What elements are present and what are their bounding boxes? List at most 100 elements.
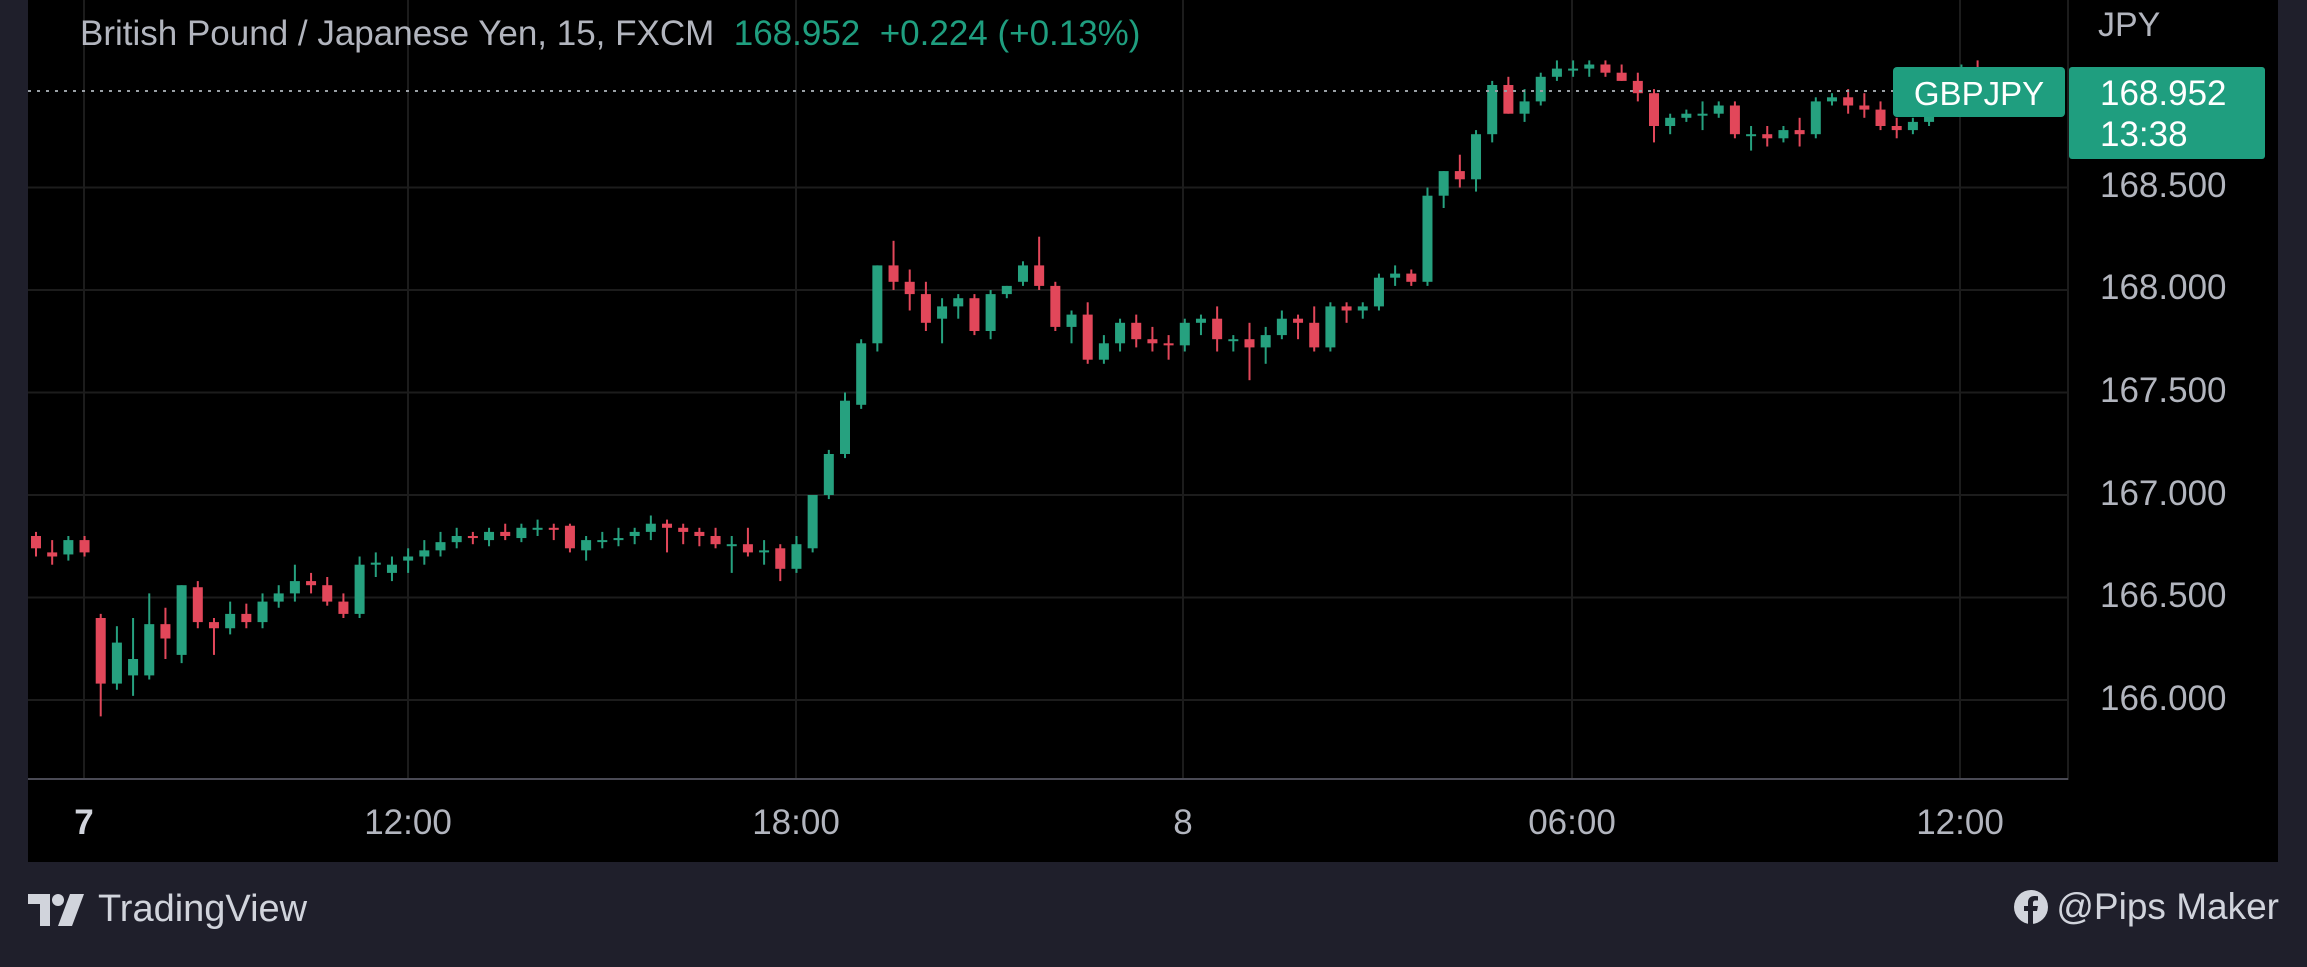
- candle-body: [1406, 273, 1417, 282]
- candle-body: [629, 531, 640, 536]
- credit: @Pips Maker: [2014, 886, 2279, 928]
- candle: [564, 523, 575, 553]
- candle-body: [678, 527, 689, 532]
- candle: [1034, 236, 1045, 290]
- candle: [484, 527, 495, 547]
- price-tick: 166.500: [2100, 576, 2227, 615]
- candle: [904, 269, 915, 311]
- candle: [144, 593, 155, 680]
- candle-body: [467, 536, 478, 539]
- candle: [1762, 126, 1773, 147]
- candle-body: [1616, 72, 1627, 81]
- candle: [111, 626, 122, 690]
- candle: [1438, 171, 1449, 208]
- candle-body: [225, 613, 236, 629]
- candle: [386, 556, 397, 582]
- candle: [1519, 89, 1530, 122]
- candle-body: [192, 587, 203, 623]
- candle-body: [1762, 134, 1773, 139]
- candle: [807, 495, 818, 553]
- candle-body: [1244, 339, 1255, 348]
- candle: [840, 392, 850, 459]
- candle: [1778, 126, 1789, 143]
- time-axis[interactable]: 7 12:00 18:00 8 06:00 12:00: [74, 803, 2004, 842]
- candle: [759, 540, 770, 565]
- candle: [1341, 302, 1352, 323]
- candle: [920, 281, 931, 331]
- candle-body: [1584, 64, 1595, 69]
- candlestick-chart[interactable]: JPY 168.500 168.000 167.500 167.000 166.…: [28, 0, 2278, 862]
- candle-body: [1826, 97, 1837, 102]
- candle: [1017, 261, 1028, 286]
- candle-body: [840, 400, 850, 454]
- candle: [1681, 109, 1692, 122]
- candle: [1115, 318, 1126, 352]
- candle-body: [645, 523, 656, 532]
- candle-body: [1212, 318, 1223, 340]
- candle-body: [144, 624, 155, 676]
- candle-body: [1309, 322, 1320, 348]
- candle: [370, 552, 381, 577]
- candle: [160, 607, 171, 659]
- chart-frame: JPY 168.500 168.000 167.500 167.000 166.…: [28, 0, 2278, 862]
- candle: [1325, 302, 1336, 352]
- candle-body: [386, 564, 397, 573]
- candle-body: [888, 265, 899, 282]
- candle: [79, 536, 90, 557]
- price-tick: 167.500: [2100, 371, 2227, 410]
- candle-body: [1649, 93, 1659, 126]
- candle: [678, 523, 689, 545]
- candle: [1471, 130, 1482, 192]
- candle: [645, 515, 656, 541]
- candle: [1422, 187, 1433, 286]
- candle: [1050, 281, 1061, 331]
- candle: [1600, 60, 1611, 77]
- candle: [1907, 117, 1918, 135]
- candle-body: [1131, 322, 1142, 340]
- candle-body: [63, 540, 74, 555]
- price-badge-bg: [2069, 67, 2265, 159]
- candle: [694, 527, 705, 547]
- candle-body: [1438, 171, 1449, 196]
- symbol-tag[interactable]: GBPJPY: [1893, 67, 2065, 117]
- price-tick: 168.000: [2100, 268, 2227, 307]
- candle: [467, 531, 478, 545]
- symbol-legend[interactable]: British Pound / Japanese Yen, 15, FXCM 1…: [80, 14, 1140, 54]
- candle-body: [1260, 335, 1271, 348]
- candle-body: [128, 659, 139, 676]
- candle-body: [1794, 130, 1805, 135]
- candle: [1390, 265, 1401, 286]
- candle: [1212, 306, 1223, 352]
- candle-body: [920, 294, 931, 323]
- tradingview-brand[interactable]: TradingView: [28, 888, 307, 931]
- candle: [791, 536, 802, 573]
- candle-body: [370, 562, 381, 565]
- candle-body: [1697, 113, 1708, 116]
- candle-body: [1050, 285, 1061, 327]
- candle-body: [31, 536, 41, 549]
- candle-body: [564, 525, 575, 549]
- candle-body: [1163, 343, 1174, 346]
- price-axis[interactable]: 168.500 168.000 167.500 167.000 166.500 …: [2100, 166, 2227, 718]
- candle: [1066, 310, 1077, 344]
- candle: [1487, 80, 1498, 143]
- candle: [1649, 89, 1659, 143]
- candle: [1616, 64, 1627, 81]
- candle: [257, 593, 268, 629]
- candle-body: [1066, 314, 1077, 327]
- candle-body: [435, 542, 446, 551]
- candle-body: [807, 495, 818, 549]
- symbol-title: British Pound / Japanese Yen, 15, FXCM: [80, 14, 715, 53]
- price-badge-countdown: 13:38: [2100, 115, 2188, 154]
- candle-body: [662, 523, 673, 528]
- price-tick: 168.500: [2100, 166, 2227, 205]
- candle-body: [79, 540, 90, 553]
- candle-body: [208, 622, 219, 629]
- candle: [1729, 101, 1740, 139]
- candle-body: [1713, 105, 1724, 114]
- candle: [1131, 314, 1142, 348]
- candle: [1163, 335, 1174, 360]
- candle-body: [1665, 117, 1676, 126]
- candle: [629, 527, 640, 545]
- price-axis-currency: JPY: [2098, 6, 2160, 44]
